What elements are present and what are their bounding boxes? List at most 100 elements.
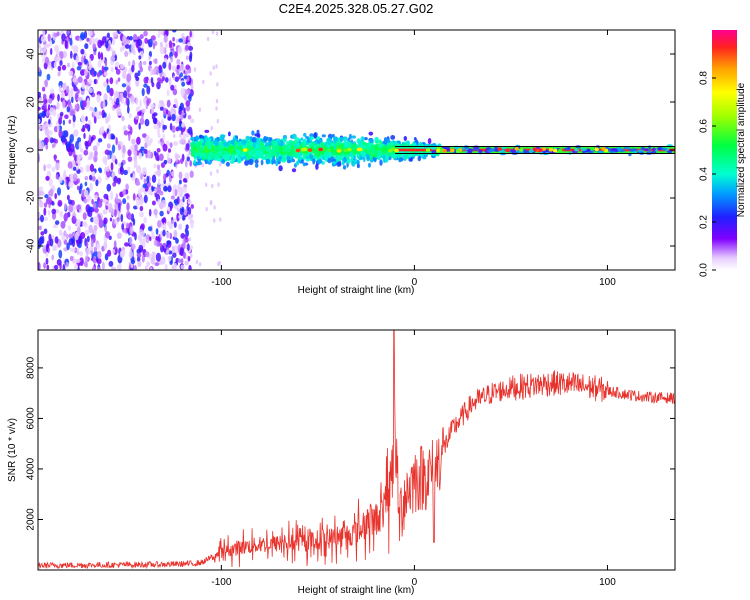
heat-cell — [48, 130, 53, 136]
heat-cell — [79, 257, 84, 266]
heat-cell — [129, 145, 135, 152]
heat-cell — [86, 37, 90, 42]
heat-cell — [157, 198, 161, 206]
heat-cell — [83, 132, 86, 139]
heat-cell — [180, 63, 185, 72]
heat-cell — [50, 47, 53, 56]
heat-cell — [53, 224, 58, 229]
heat-cell — [130, 259, 136, 265]
heat-cell — [153, 239, 158, 246]
heat-cell — [93, 250, 98, 257]
heat-cell — [335, 141, 339, 148]
heat-cell — [96, 141, 100, 147]
heat-cell — [103, 241, 108, 250]
heat-cell — [190, 136, 195, 141]
heat-cell — [349, 151, 353, 158]
heat-cell — [69, 255, 74, 262]
heat-cell — [257, 149, 263, 156]
heat-cell — [58, 229, 63, 236]
heat-cell — [82, 212, 87, 221]
heat-cell — [171, 219, 175, 224]
heat-cell — [51, 208, 57, 215]
heat-cell — [302, 162, 306, 167]
heat-cell — [79, 251, 83, 257]
heat-cell — [171, 113, 176, 122]
heat-cell — [83, 189, 89, 198]
heat-cell — [73, 86, 78, 92]
heat-cell — [50, 88, 55, 94]
heat-cell — [167, 185, 172, 193]
heat-cell — [149, 191, 153, 196]
heat-cell — [120, 63, 125, 70]
heat-cell — [127, 156, 133, 162]
heat-cell — [57, 71, 61, 77]
heat-cell — [186, 80, 192, 86]
heat-cell — [184, 260, 190, 266]
heat-cell — [214, 155, 218, 160]
heat-cell — [661, 147, 668, 151]
heat-cell — [61, 64, 67, 71]
heat-cell — [82, 100, 87, 108]
heat-cell — [114, 61, 120, 68]
heat-cell — [213, 218, 216, 223]
heat-cell — [141, 254, 145, 263]
heat-cell — [113, 240, 117, 250]
heat-cell — [266, 153, 271, 157]
heat-cell — [75, 55, 80, 64]
heat-cell — [162, 143, 168, 152]
heat-cell — [166, 240, 172, 245]
heat-cell — [146, 98, 150, 107]
heat-cell — [91, 198, 94, 205]
heat-cell — [173, 230, 178, 238]
heat-cell — [189, 170, 194, 178]
heat-cell — [352, 143, 356, 147]
heat-cell — [59, 59, 63, 66]
heat-cell — [295, 161, 300, 166]
heat-cell — [75, 165, 79, 171]
heat-cell — [188, 36, 191, 41]
heat-cell — [178, 223, 183, 230]
heat-cell — [212, 65, 215, 70]
heat-cell — [379, 159, 383, 166]
heat-cell — [178, 258, 181, 263]
heat-cell — [154, 188, 157, 194]
heat-cell — [130, 44, 135, 54]
heat-cell — [216, 169, 219, 174]
heat-cell — [188, 197, 191, 202]
heat-cell — [96, 72, 101, 78]
heat-cell — [403, 136, 407, 141]
heat-cell — [312, 158, 316, 165]
heat-cell — [464, 150, 468, 154]
heat-cell — [167, 255, 172, 262]
heat-cell — [158, 153, 164, 161]
heat-cell — [519, 148, 524, 152]
heat-cell — [186, 156, 190, 162]
heat-cell — [278, 156, 282, 160]
heat-cell — [286, 141, 290, 146]
heat-cell — [260, 159, 264, 166]
heat-cell — [151, 200, 156, 206]
heat-cell — [57, 187, 61, 196]
heat-cell — [46, 110, 49, 117]
heat-cell — [392, 154, 398, 159]
heat-cell — [330, 143, 336, 147]
heat-cell — [159, 242, 163, 248]
heat-cell — [251, 136, 257, 143]
heat-cell — [136, 136, 141, 145]
heat-cell — [183, 140, 187, 145]
heat-cell — [137, 256, 141, 263]
heat-cell — [154, 262, 160, 267]
heat-cell — [218, 150, 223, 155]
heat-cell — [93, 51, 97, 56]
heat-cell — [128, 113, 132, 119]
heat-cell — [97, 59, 102, 68]
heat-cell — [370, 159, 374, 163]
heat-cell — [143, 178, 147, 185]
heat-cell — [75, 258, 81, 264]
heat-cell — [114, 209, 117, 218]
heat-cell — [119, 250, 125, 258]
heat-cell — [118, 202, 121, 212]
heat-cell — [47, 33, 51, 42]
heat-cell — [124, 44, 130, 49]
heat-cell — [73, 45, 79, 54]
